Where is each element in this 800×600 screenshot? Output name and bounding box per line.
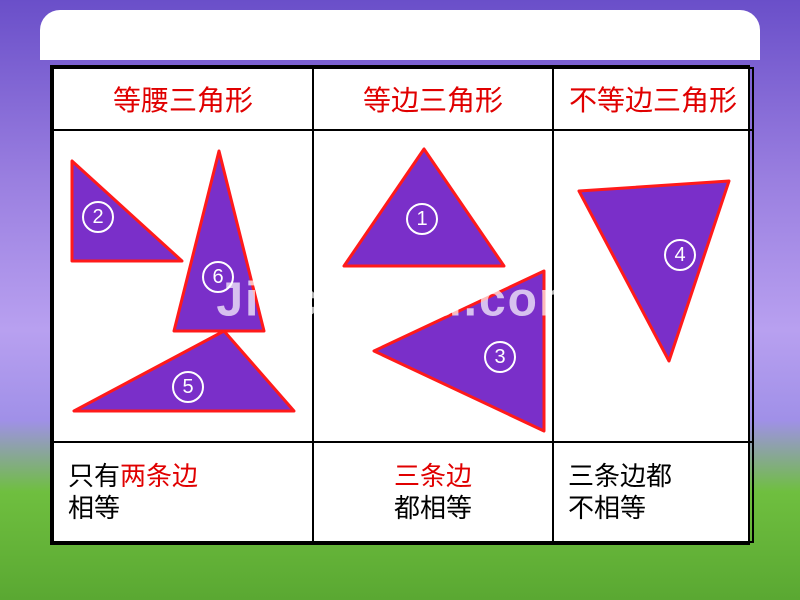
card-top-decoration [40,10,760,60]
triangle-6 [164,141,274,341]
description-row: 只有两条边相等 三条边都相等 三条边都不相等 [53,442,753,542]
shapes-isosceles: 265 [53,130,313,442]
header-scalene: 不等边三角形 [553,68,753,130]
triangle-3 [364,251,554,441]
shapes-scalene: 4 [553,130,753,442]
shapes-row: 265 13 4 [53,130,753,442]
header-isosceles: 等腰三角形 [53,68,313,130]
header-row: 等腰三角形 等边三角形 不等边三角形 [53,68,753,130]
desc-equilateral: 三条边都相等 [313,442,553,542]
header-equilateral: 等边三角形 [313,68,553,130]
desc-isosceles: 只有两条边相等 [53,442,313,542]
desc-scalene: 三条边都不相等 [553,442,753,542]
triangle-4 [569,171,739,371]
shapes-equilateral: 13 [313,130,553,442]
classification-table: 等腰三角形 等边三角形 不等边三角形 265 13 4 只有两条边相等 三条边都… [50,65,750,545]
